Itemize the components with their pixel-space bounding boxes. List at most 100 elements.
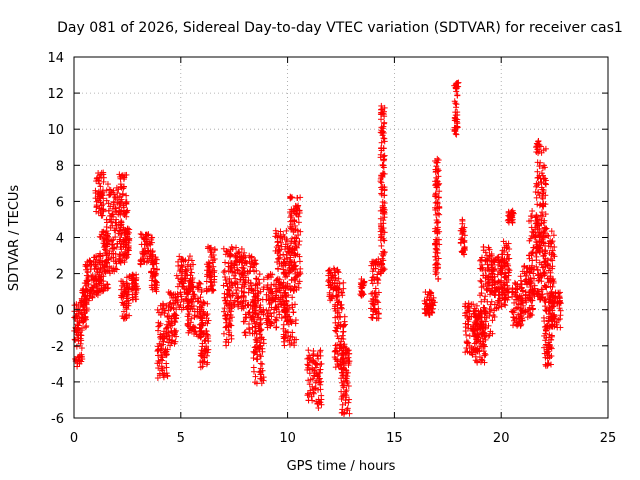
y-tick-label: 12 bbox=[47, 87, 64, 102]
data-point bbox=[116, 238, 123, 245]
data-point bbox=[95, 209, 102, 216]
data-point bbox=[107, 203, 114, 210]
data-point bbox=[341, 313, 348, 320]
data-point bbox=[73, 343, 80, 350]
data-point bbox=[99, 261, 106, 268]
data-point bbox=[83, 282, 90, 289]
data-point bbox=[93, 290, 100, 297]
data-point bbox=[529, 249, 536, 256]
data-point bbox=[120, 207, 127, 214]
data-point bbox=[487, 301, 494, 308]
data-point bbox=[104, 250, 111, 257]
data-point bbox=[78, 301, 85, 308]
data-point bbox=[98, 191, 105, 198]
data-point bbox=[121, 183, 128, 190]
x-tick-labels: 0 5 10 15 20 25 bbox=[70, 431, 616, 446]
data-point bbox=[281, 342, 288, 349]
data-point bbox=[374, 280, 381, 287]
data-point bbox=[78, 332, 85, 339]
data-point bbox=[250, 355, 257, 362]
y-tick-label: 6 bbox=[56, 195, 64, 210]
data-point bbox=[79, 304, 86, 311]
data-point bbox=[112, 205, 119, 212]
data-point bbox=[108, 241, 115, 248]
data-point bbox=[123, 213, 130, 220]
data-point bbox=[113, 216, 120, 223]
data-point bbox=[109, 241, 116, 248]
data-point bbox=[124, 233, 131, 240]
data-point bbox=[99, 190, 106, 197]
data-point bbox=[116, 193, 123, 200]
data-point bbox=[340, 322, 347, 329]
data-point bbox=[480, 243, 487, 250]
data-point bbox=[297, 194, 304, 201]
data-point bbox=[118, 196, 125, 203]
data-point bbox=[105, 207, 112, 214]
data-point bbox=[75, 325, 82, 332]
data-point bbox=[96, 180, 103, 187]
data-point bbox=[117, 259, 124, 266]
data-point bbox=[93, 208, 100, 215]
data-point bbox=[100, 264, 107, 271]
data-point bbox=[100, 206, 107, 213]
data-point bbox=[120, 301, 127, 308]
data-point bbox=[220, 330, 227, 337]
data-point bbox=[110, 187, 117, 194]
data-point bbox=[98, 286, 105, 293]
data-point bbox=[510, 322, 517, 329]
x-tick-label: 5 bbox=[177, 431, 185, 446]
data-point bbox=[75, 338, 82, 345]
data-point bbox=[259, 361, 266, 368]
data-point bbox=[122, 286, 129, 293]
data-point bbox=[96, 174, 103, 181]
data-point bbox=[317, 347, 324, 354]
data-point bbox=[87, 258, 94, 265]
data-point bbox=[435, 275, 442, 282]
data-point bbox=[100, 273, 107, 280]
data-point bbox=[454, 92, 461, 99]
data-point bbox=[119, 292, 126, 299]
data-point bbox=[73, 327, 80, 334]
data-point bbox=[106, 191, 113, 198]
y-tick-label: 4 bbox=[56, 232, 64, 247]
data-point bbox=[100, 236, 107, 243]
data-point bbox=[340, 328, 347, 335]
data-point bbox=[84, 263, 91, 270]
y-tick-label: 14 bbox=[47, 51, 64, 66]
data-point bbox=[105, 254, 112, 261]
y-tick-labels: -6 -4 -2 0 2 4 6 8 10 12 14 bbox=[47, 51, 64, 427]
data-point bbox=[102, 249, 109, 256]
data-point bbox=[117, 181, 124, 188]
data-point bbox=[123, 306, 130, 313]
data-point bbox=[110, 198, 117, 205]
data-point bbox=[220, 269, 227, 276]
data-point bbox=[171, 311, 178, 318]
data-point bbox=[92, 263, 99, 270]
data-point bbox=[530, 244, 537, 251]
data-point bbox=[93, 203, 100, 210]
data-point bbox=[104, 181, 111, 188]
data-point bbox=[92, 187, 99, 194]
data-point bbox=[98, 212, 105, 219]
data-point bbox=[100, 178, 107, 185]
data-point bbox=[381, 119, 388, 126]
y-tick-label: 10 bbox=[47, 123, 64, 138]
data-point bbox=[123, 192, 130, 199]
data-point bbox=[125, 229, 132, 236]
data-point bbox=[104, 243, 111, 250]
data-point bbox=[103, 224, 110, 231]
data-point bbox=[488, 298, 495, 305]
data-point bbox=[112, 219, 119, 226]
data-point bbox=[159, 357, 166, 364]
data-point bbox=[113, 266, 120, 273]
data-point bbox=[119, 251, 126, 258]
data-point bbox=[118, 278, 125, 285]
data-point bbox=[83, 272, 90, 279]
data-point bbox=[137, 261, 144, 268]
data-point bbox=[372, 285, 379, 292]
data-point bbox=[123, 241, 130, 248]
data-point bbox=[137, 230, 144, 237]
data-point bbox=[99, 268, 106, 275]
data-point bbox=[103, 260, 110, 267]
data-point bbox=[112, 227, 119, 234]
